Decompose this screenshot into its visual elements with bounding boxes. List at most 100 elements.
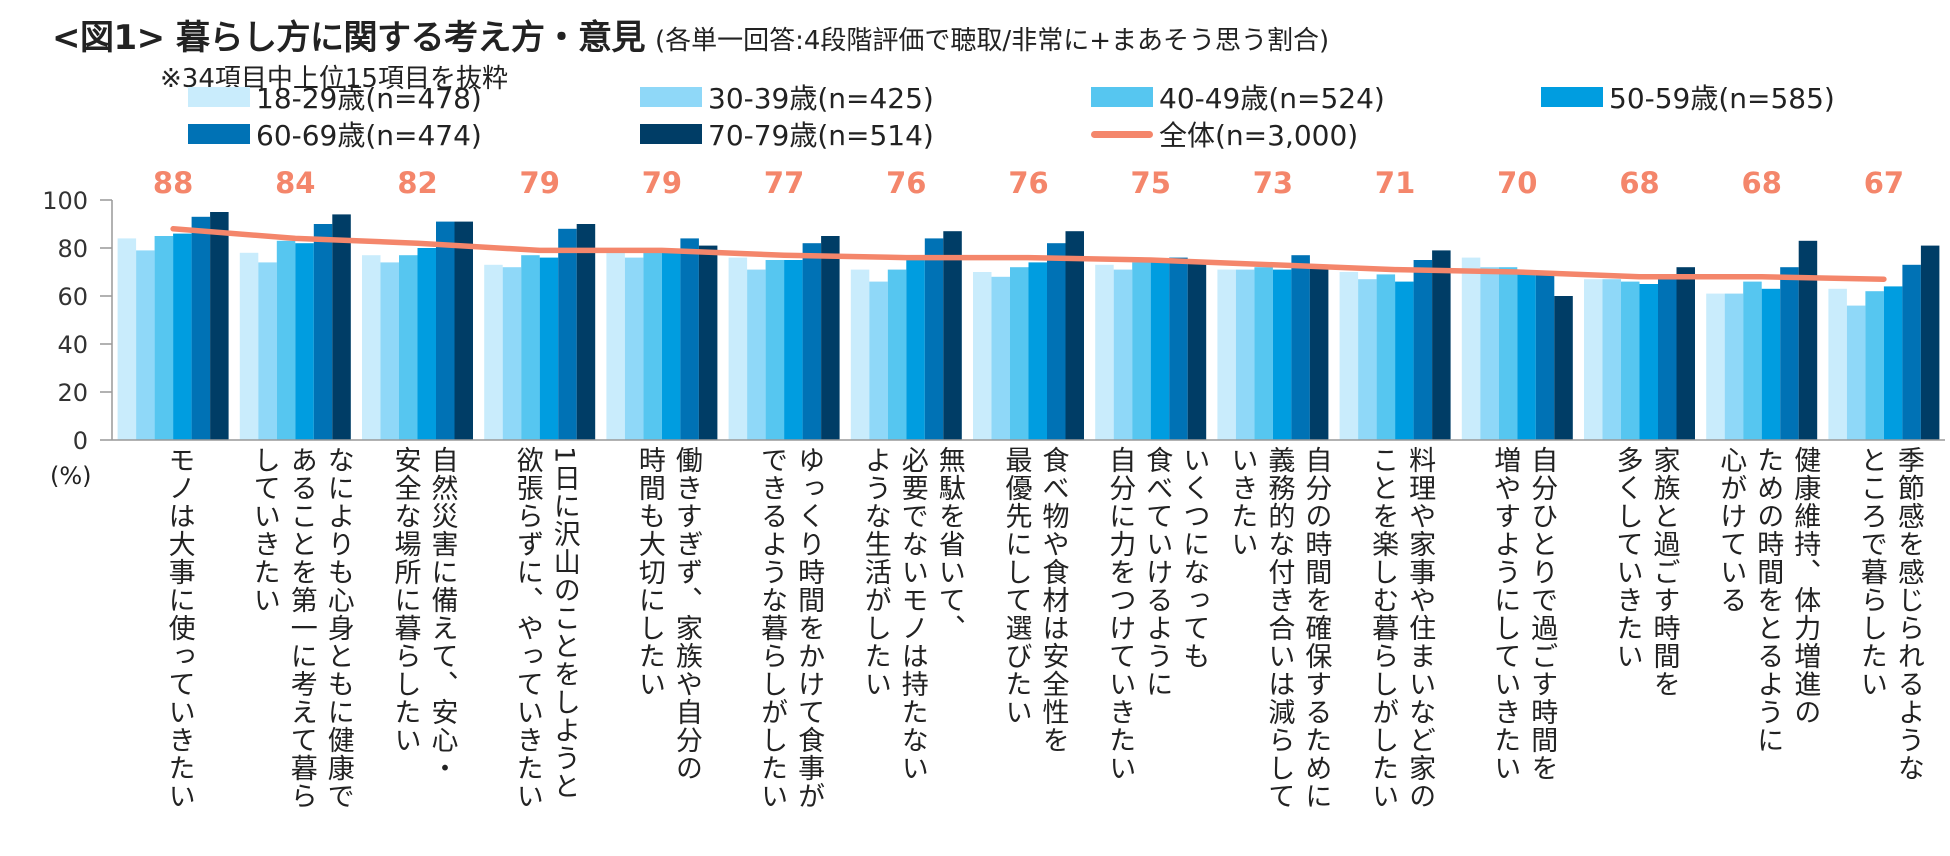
y-tick-label: 80 — [57, 235, 88, 263]
bar — [1432, 250, 1451, 440]
total-value-label: 79 — [642, 166, 682, 200]
bar — [1902, 264, 1921, 440]
legend-label: 70-79歳(n=514) — [708, 119, 934, 152]
bar — [362, 255, 381, 440]
total-value-label: 67 — [1864, 166, 1904, 200]
bar — [784, 260, 803, 440]
legend-item-50-59: 50-59歳(n=585) — [1541, 77, 1835, 117]
bar — [943, 231, 962, 440]
bar — [502, 267, 522, 440]
legend-swatch — [1541, 87, 1603, 107]
total-value-label: 82 — [397, 166, 437, 200]
bar — [1920, 245, 1940, 440]
bar — [924, 238, 944, 440]
total-value-label: 79 — [520, 166, 560, 200]
chart-title: <図1> 暮らし方に関する考え方・意見 (各単一回答:4段階評価で聴取/非常に+ま… — [52, 10, 1329, 59]
bar — [802, 243, 822, 440]
legend: 18-29歳(n=478) 30-39歳(n=425) 40-49歳(n=524… — [0, 0, 1950, 170]
bar — [1395, 281, 1414, 440]
total-value-label: 75 — [1131, 166, 1171, 200]
bar — [765, 260, 785, 440]
bar — [276, 240, 296, 440]
bar — [191, 216, 211, 440]
bar — [680, 238, 699, 440]
legend-label: 18-29歳(n=478) — [256, 82, 482, 115]
legend-label: 60-69歳(n=474) — [256, 119, 482, 152]
chart-title-sub: (各単一回答:4段階評価で聴取/非常に+まあそう思う割合) — [654, 26, 1330, 56]
bar — [1413, 260, 1433, 440]
category-label: なによりも心身ともに健康で あることを第一に考えて暮ら していきたい — [248, 446, 354, 810]
y-tick-label: 40 — [57, 331, 88, 359]
bar — [1828, 288, 1847, 440]
y-tick-label: 0 — [73, 427, 88, 455]
bar — [1358, 279, 1377, 440]
bar — [1291, 255, 1310, 440]
bar — [869, 281, 888, 440]
total-value-label: 73 — [1253, 166, 1293, 200]
bar — [436, 221, 455, 440]
legend-swatch — [640, 87, 702, 107]
bar — [624, 257, 644, 440]
category-label: ゆっくり時間をかけて食事が できるような暮らしがしたい — [756, 446, 825, 810]
bar — [747, 269, 766, 440]
total-value-label: 88 — [153, 166, 193, 200]
bar — [1272, 269, 1292, 440]
category-label: 自分の時間を確保するために 義務的な付き合いは減らして いきたい — [1226, 446, 1332, 810]
legend-label: 50-59歳(n=585) — [1609, 82, 1835, 115]
bar — [1461, 257, 1481, 440]
bar — [1235, 269, 1255, 440]
bar — [661, 250, 681, 440]
legend-swatch — [188, 87, 250, 107]
bar — [576, 224, 596, 440]
bar — [539, 257, 559, 440]
bar — [973, 272, 992, 440]
legend-swatch — [640, 124, 702, 144]
bar — [1846, 305, 1866, 440]
category-label: 自然災害に備えて、安心・ 安全な場所に暮らしたい — [389, 446, 458, 782]
total-value-label: 77 — [764, 166, 804, 200]
category-label: 無駄を省いて、 必要でないモノは持たない ような生活がしたい — [859, 446, 965, 782]
bar — [1309, 267, 1329, 440]
bar — [1010, 267, 1029, 440]
bar — [1095, 264, 1114, 440]
category-label: いくつになっても 食べていけるように 自分に力をつけていきたい — [1104, 446, 1210, 782]
bar — [1724, 293, 1744, 440]
bar — [1676, 267, 1695, 440]
legend-label: 全体(n=3,000) — [1159, 119, 1359, 152]
bar — [1780, 267, 1799, 440]
category-label: 食べ物や食材は安全性を 最優先にして選びたい — [1000, 446, 1069, 754]
y-tick-label: 60 — [57, 283, 88, 311]
bar — [484, 264, 503, 440]
bar — [1639, 284, 1658, 440]
bar — [558, 228, 577, 440]
category-label: 健康維持、体力増進の ための時間をとるように 心がけている — [1715, 446, 1821, 754]
bar — [1150, 262, 1170, 440]
y-axis-unit: (%) — [50, 462, 92, 490]
total-value-label: 68 — [1742, 166, 1782, 200]
category-label: 自分ひとりで過ごす時間を 増やすようにしていきたい — [1489, 446, 1558, 782]
bar — [1169, 257, 1188, 440]
bar — [1254, 267, 1273, 440]
legend-item-70-79: 70-79歳(n=514) — [640, 114, 934, 154]
bar — [1761, 288, 1781, 440]
bar — [380, 262, 399, 440]
bar — [1743, 281, 1762, 440]
bar — [454, 221, 473, 440]
bar — [1376, 274, 1396, 440]
bar — [1480, 267, 1499, 440]
bar — [1498, 267, 1518, 440]
bar — [1047, 243, 1066, 440]
bar — [1517, 272, 1536, 440]
category-label: 1日に沢山のことをしようと 欲張らずに、やっていきたい — [511, 446, 580, 810]
bar — [1535, 274, 1555, 440]
total-value-label: 70 — [1497, 166, 1537, 200]
legend-item-60-69: 60-69歳(n=474) — [188, 114, 482, 154]
bar — [906, 260, 925, 440]
bar — [1621, 281, 1640, 440]
bar — [313, 224, 333, 440]
bar — [521, 255, 540, 440]
chart-title-main: <図1> 暮らし方に関する考え方・意見 — [52, 18, 645, 58]
bar — [173, 233, 192, 440]
total-line — [170, 226, 1887, 282]
bar — [136, 250, 155, 440]
